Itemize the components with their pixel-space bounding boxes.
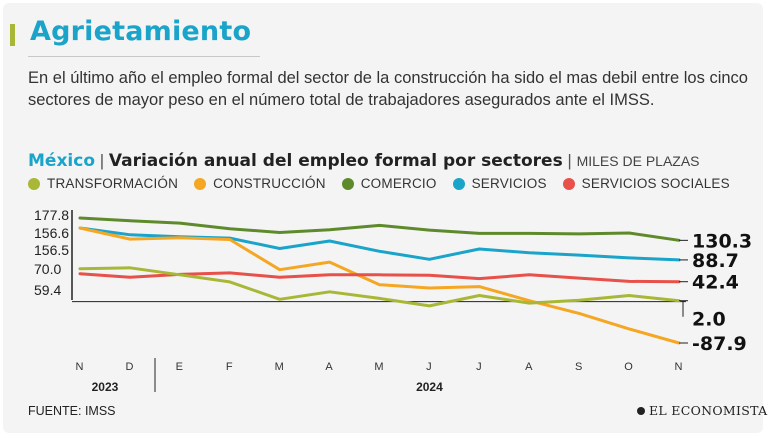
- legend-dot-construccion: [194, 177, 207, 190]
- legend-dot-servicios-sociales: [562, 177, 575, 190]
- legend-label-servicios: SERVICIOS: [471, 176, 547, 191]
- title-underline: [28, 56, 260, 57]
- legend-label-transformacion: TRANSFORMACIÓN: [47, 176, 179, 191]
- chart-header-separator-1: |: [99, 151, 105, 170]
- x-tick-label: M: [374, 361, 384, 373]
- legend-item-servicios: SERVICIOS: [452, 176, 547, 191]
- brand-name: EL ECONOMISTA: [649, 403, 768, 418]
- legend-label-construccion: CONSTRUCCIÓN: [213, 176, 326, 191]
- x-tick-label: J: [476, 361, 483, 373]
- legend-item-servicios-sociales: SERVICIOS SOCIALES: [562, 176, 730, 191]
- x-tick-label: D: [125, 361, 134, 373]
- x-tick-label: A: [325, 361, 333, 373]
- brand-logo: EL ECONOMISTA: [637, 403, 767, 418]
- x-tick-label: E: [176, 361, 184, 373]
- page-title: Agrietamiento: [30, 16, 252, 47]
- series-line-construcci-n: [78, 226, 681, 345]
- chart-title: Variación anual del empleo formal por se…: [108, 151, 563, 171]
- end-value-label: 42.4: [692, 272, 739, 294]
- description-text: En el último año el empleo formal del se…: [28, 69, 748, 109]
- legend-dot-comercio: [341, 177, 354, 190]
- series-line-comercio: [78, 216, 681, 242]
- legend-dot-transformacion: [28, 177, 40, 190]
- end-value-label: 2.0: [692, 309, 726, 331]
- legend-label-servicios-sociales: SERVICIOS SOCIALES: [581, 176, 730, 191]
- legend-item-transformacion: TRANSFORMACIÓN: [28, 176, 178, 191]
- x-tick-label: O: [624, 361, 634, 373]
- x-tick-label: J: [426, 361, 433, 373]
- brand-logo-icon: [637, 406, 645, 415]
- chart-header-separator-2: |: [567, 151, 572, 170]
- chart-legend: TRANSFORMACIÓN CONSTRUCCIÓN COMERCIO SER…: [28, 176, 730, 191]
- chart-country: México: [28, 151, 95, 171]
- infographic-card: [3, 3, 763, 433]
- legend-item-construccion: CONSTRUCCIÓN: [194, 176, 326, 191]
- y-tick-label: 70.0: [34, 261, 61, 277]
- x-tick-label: M: [275, 361, 285, 373]
- end-value-label: 130.3: [692, 230, 752, 252]
- x-tick-label: F: [226, 361, 234, 373]
- legend-item-comercio: COMERCIO: [341, 176, 437, 191]
- y-tick-label: 59.4: [34, 282, 61, 298]
- source-note: FUENTE: IMSS: [28, 404, 116, 418]
- end-value-label: 88.7: [692, 250, 739, 272]
- chart-units: MILES DE PLAZAS: [576, 153, 700, 169]
- legend-dot-servicios: [452, 177, 465, 190]
- y-tick-label: 156.6: [34, 225, 69, 241]
- end-value-label: -87.9: [692, 333, 747, 355]
- y-tick-label: 177.8: [34, 207, 69, 223]
- y-tick-label: 156.5: [34, 242, 69, 258]
- title-accent-bar: [10, 24, 15, 46]
- x-tick-label: A: [525, 361, 533, 373]
- series-line-transformaci-n: [78, 266, 681, 308]
- x-tick-label: N: [76, 361, 85, 373]
- legend-label-comercio: COMERCIO: [360, 176, 437, 191]
- x-tick-label: S: [575, 361, 583, 373]
- year-label: 2024: [416, 380, 443, 394]
- chart-header: México | Variación anual del empleo form…: [28, 151, 700, 171]
- year-label: 2023: [92, 380, 119, 394]
- x-tick-label: N: [675, 361, 684, 373]
